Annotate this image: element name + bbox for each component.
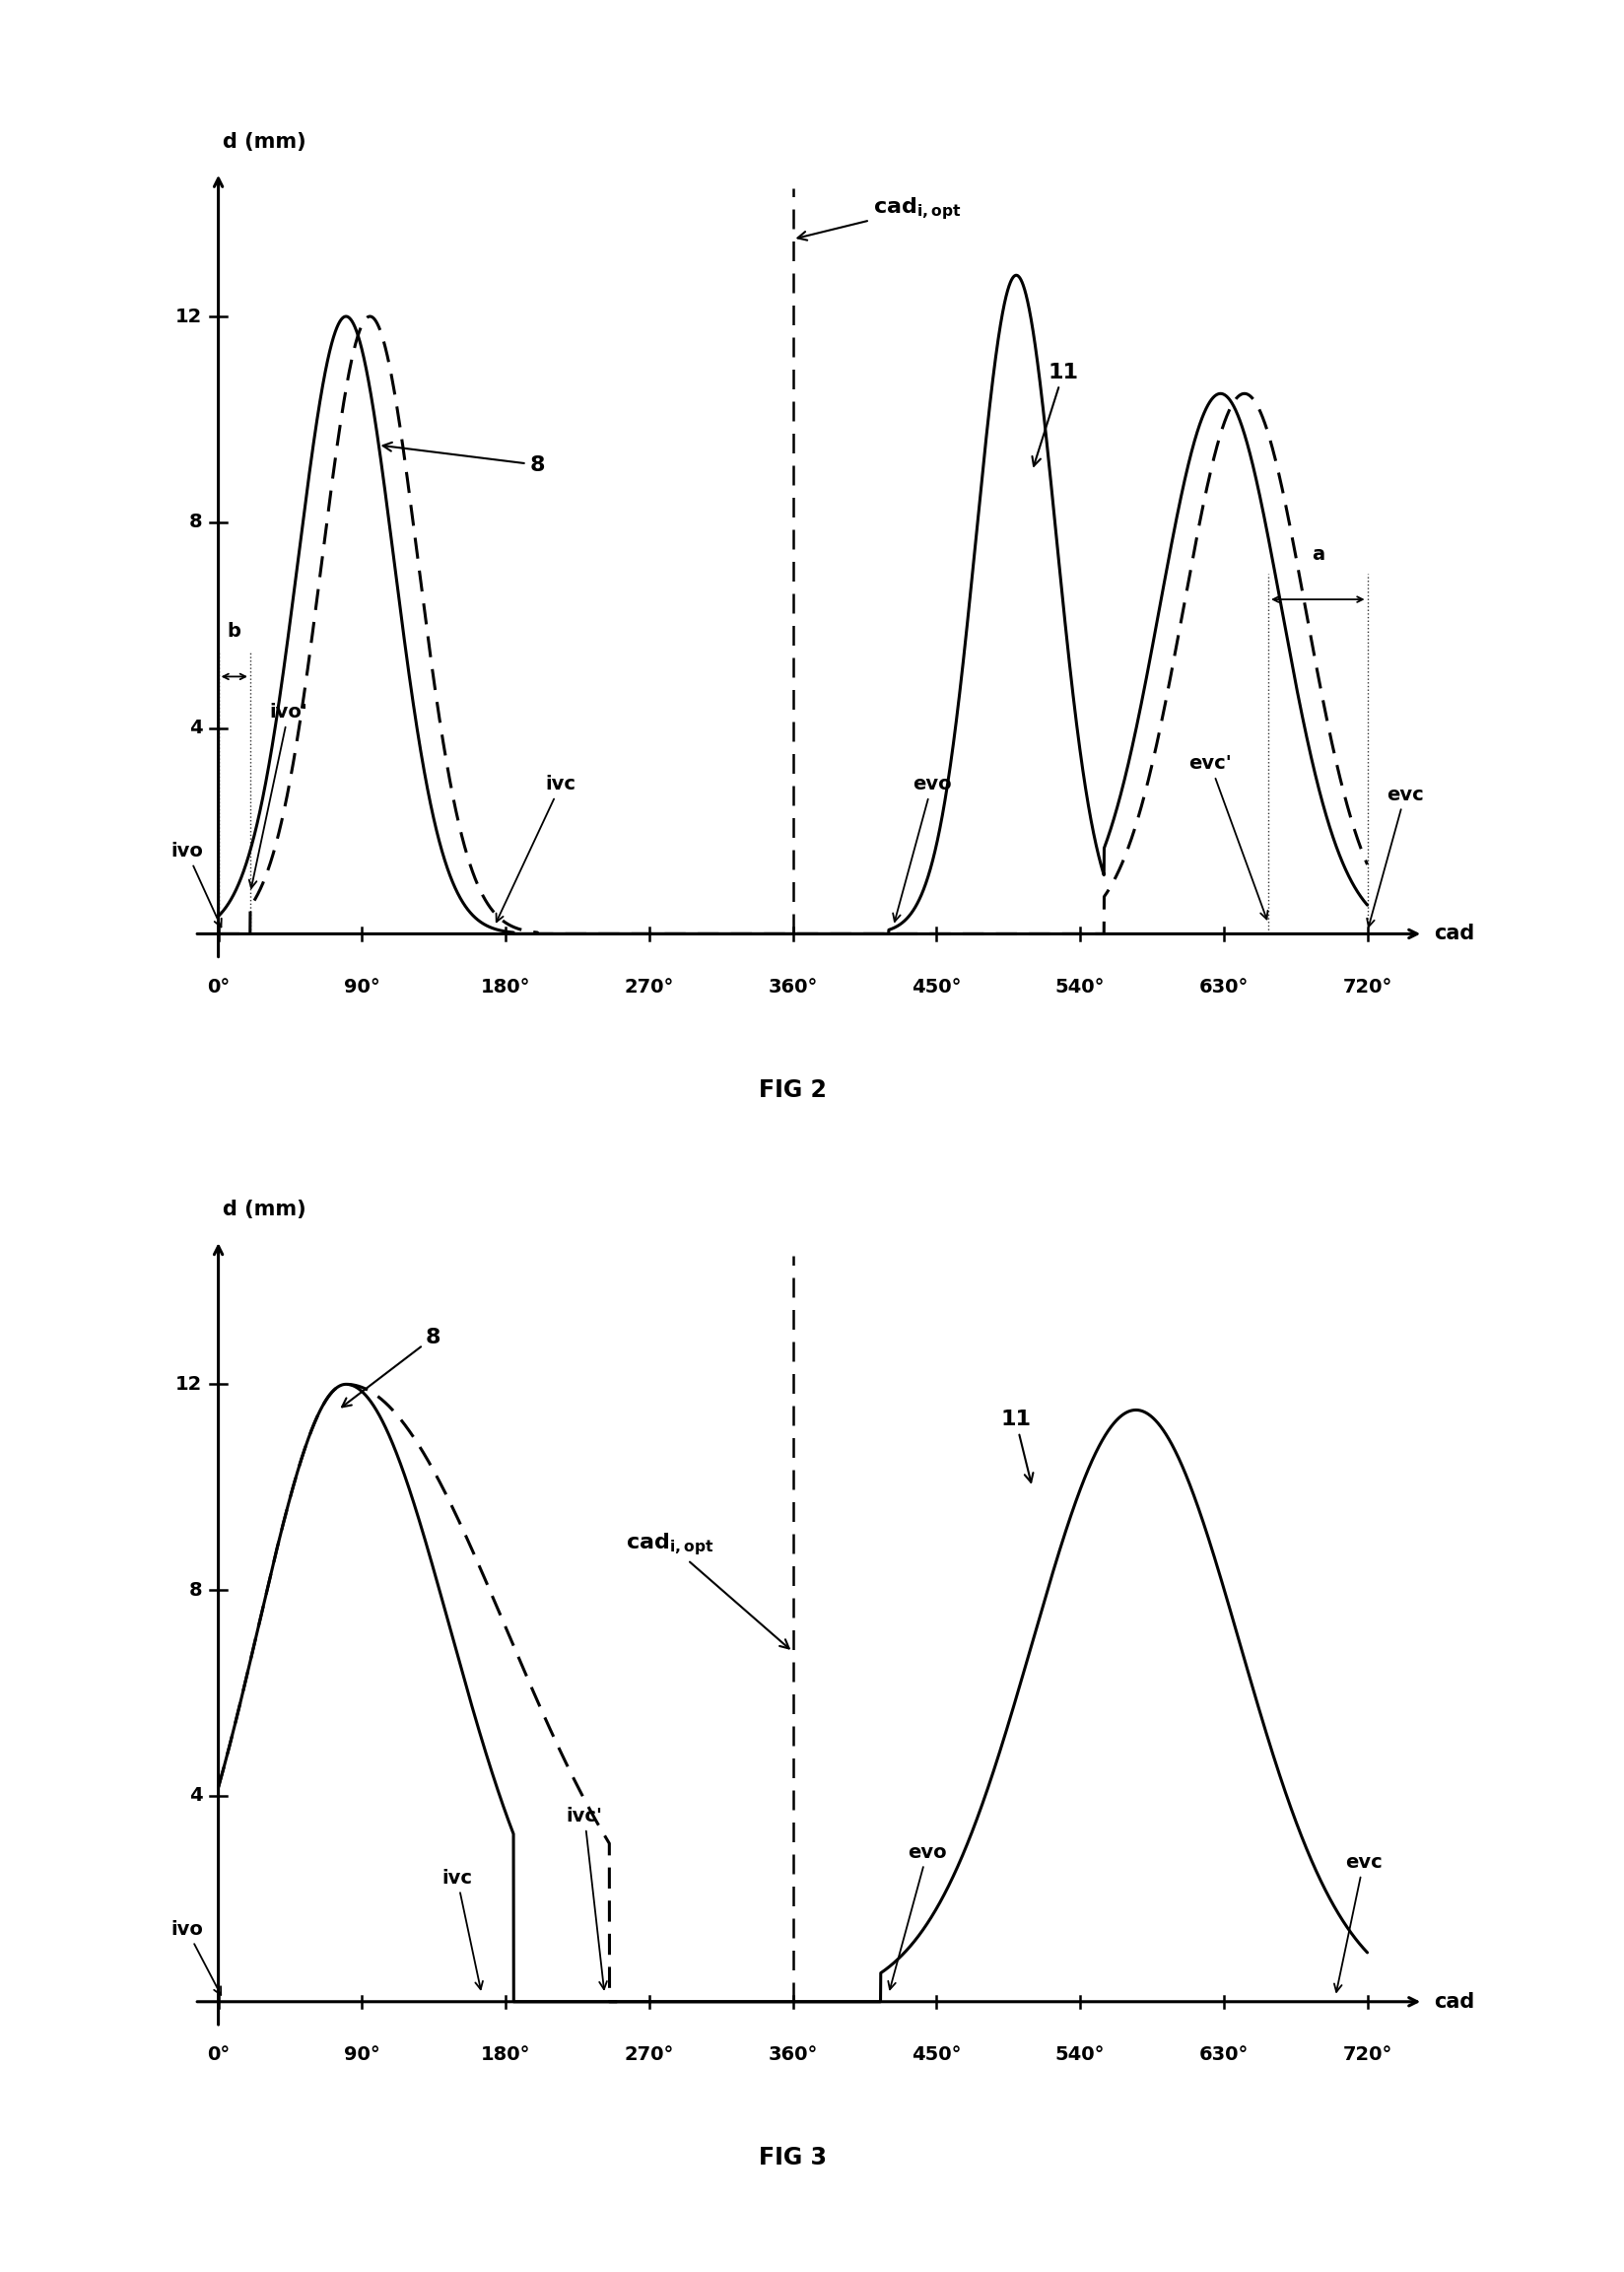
Text: 90°: 90° <box>344 2045 380 2065</box>
Text: evc: evc <box>1366 786 1423 927</box>
Text: ivc: ivc <box>442 1868 482 1990</box>
Text: 630°: 630° <box>1199 977 1247 997</box>
Text: $\mathbf{cad_{i,opt}}$: $\mathbf{cad_{i,opt}}$ <box>625 1531 789 1649</box>
Text: evc: evc <box>1333 1854 1382 1993</box>
Text: 11: 11 <box>1031 361 1078 466</box>
Text: cad: cad <box>1434 925 1475 943</box>
Text: 12: 12 <box>175 1375 203 1393</box>
Text: 0°: 0° <box>206 2045 229 2065</box>
Text: 180°: 180° <box>481 977 529 997</box>
Text: 270°: 270° <box>624 977 674 997</box>
Text: 8: 8 <box>188 1581 203 1599</box>
Text: 270°: 270° <box>624 2045 674 2065</box>
Text: FIG 3: FIG 3 <box>758 2145 827 2170</box>
Text: 630°: 630° <box>1199 2045 1247 2065</box>
Text: 540°: 540° <box>1054 2045 1104 2065</box>
Text: 720°: 720° <box>1341 2045 1392 2065</box>
Text: $\mathbf{cad_{i,opt}}$: $\mathbf{cad_{i,opt}}$ <box>797 195 960 241</box>
Text: 8: 8 <box>341 1327 440 1406</box>
Text: 720°: 720° <box>1341 977 1392 997</box>
Text: evo: evo <box>893 775 952 922</box>
Text: 4: 4 <box>188 718 203 738</box>
Text: 12: 12 <box>175 307 203 325</box>
Text: 540°: 540° <box>1054 977 1104 997</box>
Text: a: a <box>1311 545 1324 563</box>
Text: ivc': ivc' <box>565 1806 607 1990</box>
Text: 360°: 360° <box>768 977 817 997</box>
Text: 11: 11 <box>1000 1409 1033 1481</box>
Text: 8: 8 <box>383 443 544 475</box>
Text: FIG 2: FIG 2 <box>758 1077 827 1102</box>
Text: evo: evo <box>888 1843 947 1990</box>
Text: 360°: 360° <box>768 2045 817 2065</box>
Text: ivo: ivo <box>171 1920 221 1995</box>
Text: 450°: 450° <box>911 977 961 997</box>
Text: cad: cad <box>1434 1993 1475 2011</box>
Text: 450°: 450° <box>911 2045 961 2065</box>
Text: ivo: ivo <box>171 843 221 927</box>
Text: 0°: 0° <box>206 977 229 997</box>
Text: d (mm): d (mm) <box>222 132 307 152</box>
Text: ivc: ivc <box>495 775 575 922</box>
Text: 180°: 180° <box>481 2045 529 2065</box>
Text: d (mm): d (mm) <box>222 1200 307 1220</box>
Text: 4: 4 <box>188 1786 203 1806</box>
Text: b: b <box>227 623 240 641</box>
Text: 90°: 90° <box>344 977 380 997</box>
Text: evc': evc' <box>1187 754 1267 920</box>
Text: ivo': ivo' <box>248 702 307 888</box>
Text: 8: 8 <box>188 513 203 532</box>
